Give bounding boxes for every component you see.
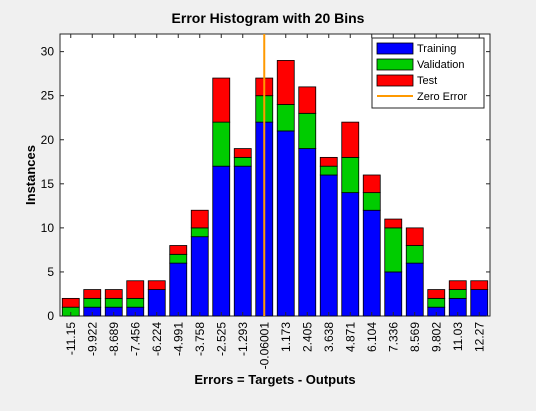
legend: Training Validation Test Zero Error: [371, 37, 485, 109]
bar-training-5: [169, 262, 188, 317]
bar-validation-15: [384, 227, 403, 273]
bar-test-17: [427, 289, 446, 299]
bar-training-15: [384, 271, 403, 317]
x-tick-label: -11.15: [64, 322, 78, 355]
bar-test-4: [147, 280, 166, 290]
bar-training-13: [341, 192, 360, 317]
legend-swatch-validation: [376, 58, 414, 71]
bar-training-11: [298, 148, 317, 317]
y-axis: 0 5 10 15 20 25 30: [41, 45, 490, 323]
bar-test-19: [470, 280, 489, 290]
y-tick-label: 25: [41, 89, 55, 103]
bar-validation-6: [190, 227, 209, 238]
bar-test-13: [341, 121, 360, 158]
bar-test-11: [298, 86, 317, 114]
x-tick-label: 3.638: [322, 322, 336, 352]
bar-validation-12: [319, 165, 338, 176]
x-tick-label: 7.336: [386, 322, 400, 352]
x-tick-label: -7.456: [128, 322, 142, 356]
bar-test-5: [169, 245, 188, 255]
y-tick-label: 0: [47, 309, 54, 323]
bar-test-2: [104, 289, 123, 299]
legend-swatch-training: [376, 42, 414, 55]
legend-label: Validation: [417, 59, 465, 71]
x-axis-label: Errors = Targets - Outputs: [194, 372, 355, 387]
x-tick-label: 4.871: [343, 322, 357, 352]
x-axis: -11.15 -9.922 -8.689 -7.456 -6.224 -4.991 -3.7…: [64, 34, 486, 370]
x-tick-label: 8.569: [408, 322, 422, 352]
y-tick-label: 5: [47, 265, 54, 279]
bar-test-1: [83, 289, 102, 299]
chart-title: Error Histogram with 20 Bins: [172, 10, 365, 26]
bar-training-8: [233, 165, 252, 317]
bar-validation-13: [341, 156, 360, 194]
x-tick-label: -3.758: [193, 322, 207, 356]
y-tick-label: 20: [41, 133, 55, 147]
bar-validation-7: [212, 121, 231, 167]
bar-validation-3: [126, 297, 145, 308]
bar-test-6: [190, 209, 209, 229]
bar-training-14: [362, 209, 381, 317]
bar-validation-8: [233, 156, 252, 167]
x-tick-label: 9.802: [429, 322, 443, 352]
bar-validation-5: [169, 253, 188, 264]
bar-validation-18: [448, 289, 467, 299]
bar-training-6: [190, 236, 209, 317]
x-tick-label: -2.525: [214, 322, 228, 356]
bar-validation-11: [298, 112, 317, 149]
x-tick-label: -8.689: [107, 322, 121, 356]
x-tick-label: 1.173: [279, 322, 293, 352]
bar-test-3: [126, 280, 145, 299]
x-tick-label: 12.27: [472, 322, 486, 352]
legend-swatch-test: [376, 74, 414, 87]
bar-test-7: [212, 77, 231, 123]
x-tick-label: -4.991: [171, 322, 185, 356]
bar-validation-10: [276, 104, 295, 132]
bar-training-7: [212, 165, 231, 317]
bar-test-0: [61, 297, 80, 308]
bar-test-12: [319, 156, 338, 167]
legend-label: Training: [417, 43, 456, 55]
y-tick-label: 15: [41, 177, 55, 191]
x-tick-label: 11.03: [451, 322, 465, 351]
bar-validation-17: [427, 297, 446, 308]
x-tick-label: 2.405: [300, 322, 314, 352]
bar-validation-14: [362, 192, 381, 211]
bar-test-18: [448, 280, 467, 290]
bar-training-16: [405, 262, 424, 317]
x-tick-label: -9.922: [85, 322, 99, 356]
bar-training-10: [276, 130, 295, 317]
y-axis-label: Instances: [23, 145, 38, 205]
x-tick-label: 6.104: [365, 322, 379, 352]
bar-validation-2: [104, 297, 123, 308]
legend-label: Zero Error: [417, 91, 467, 103]
y-tick-label: 30: [41, 45, 55, 59]
x-tick-label: -0.06001: [257, 322, 271, 370]
bar-test-16: [405, 227, 424, 246]
x-tick-label: -6.224: [150, 322, 164, 356]
bar-training-12: [319, 174, 338, 317]
bar-test-8: [233, 148, 252, 158]
bar-validation-16: [405, 245, 424, 264]
y-tick-label: 10: [41, 221, 55, 235]
bar-test-10: [276, 60, 295, 105]
bar-test-15: [384, 218, 403, 229]
bar-test-14: [362, 174, 381, 194]
bars-layer: [61, 60, 489, 317]
x-tick-label: -1.293: [236, 322, 250, 356]
bar-validation-1: [83, 297, 102, 308]
legend-label: Test: [417, 75, 437, 87]
